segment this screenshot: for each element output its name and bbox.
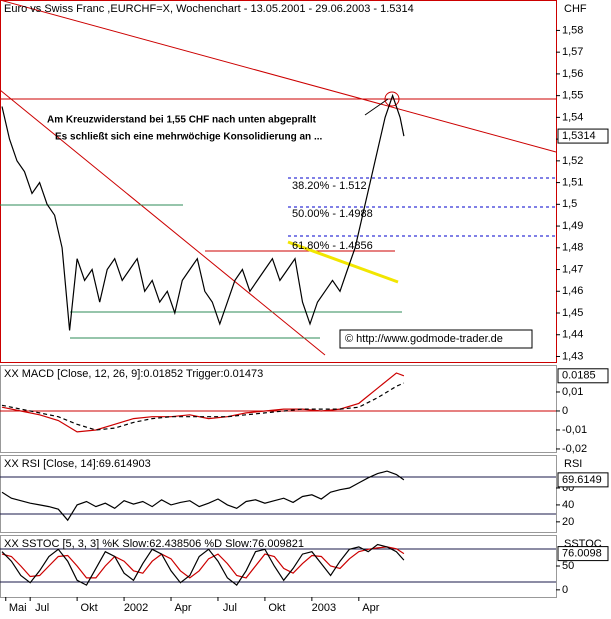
series-line: [1, 543, 405, 586]
current-value: 69.6149: [562, 474, 602, 486]
series-line: [1, 546, 405, 579]
y-tick-label: 0,01: [562, 386, 583, 398]
value-box: [557, 128, 609, 144]
annotation: 50.00% - 1.4988: [292, 208, 373, 220]
y-tick-label: 1,58: [562, 24, 583, 36]
trend-line: [0, 0, 557, 153]
x-tick-label: Apr: [174, 602, 191, 614]
y-tick-label: 1,45: [562, 307, 583, 319]
y-tick-label: 1,47: [562, 263, 583, 275]
annotation: Es schließt sich eine mehrwöchige Konsol…: [55, 132, 323, 143]
y-tick-label: 1,44: [562, 329, 583, 341]
highlight-circle: [384, 91, 400, 107]
current-value: 1,5314: [562, 130, 596, 142]
x-tick-label: Jul: [35, 602, 49, 614]
x-tick-label: 2003: [312, 602, 336, 614]
x-tick-label: 2002: [124, 602, 148, 614]
series-line: [1, 382, 405, 431]
y-tick-label: 1,56: [562, 68, 583, 80]
panel-title: XX MACD [Close, 12, 26, 9]:0.01852 Trigg…: [4, 368, 263, 380]
current-value: 76.0098: [562, 548, 602, 560]
y-tick-label: 1,46: [562, 285, 583, 297]
y-tick-label: 1,51: [562, 176, 583, 188]
x-tick-label: Okt: [268, 602, 285, 614]
y-tick-label: 1,55: [562, 90, 583, 102]
trend-line: [0, 89, 326, 356]
current-value: 0.0185: [562, 370, 596, 382]
annotation: © http://www.godmode-trader.de: [345, 333, 503, 345]
y-tick-label: 50: [562, 560, 574, 572]
x-tick-label: Apr: [362, 602, 379, 614]
x-tick-label: Mai: [9, 602, 27, 614]
value-box: [557, 546, 609, 562]
main-frame: [0, 0, 557, 363]
x-tick-label: Okt: [81, 602, 98, 614]
y-tick-label: 20: [562, 516, 574, 528]
y-tick-label: 0: [562, 584, 568, 596]
x-tick-label: Jul: [223, 602, 237, 614]
y-tick-label: 1,48: [562, 242, 583, 254]
panel-title: Euro vs Swiss Franc ,EURCHF=X, Wochencha…: [4, 3, 414, 15]
value-box: [557, 472, 609, 488]
macd-frame: [0, 365, 557, 453]
axis-label: RSI: [564, 458, 582, 470]
highlight-line: [287, 240, 399, 284]
axis-label: CHF: [564, 3, 587, 15]
series-line: [1, 470, 405, 522]
y-tick-label: -0,01: [562, 424, 587, 436]
panel-title: XX RSI [Close, 14]:69.614903: [4, 458, 151, 470]
y-tick-label: 1,43: [562, 350, 583, 362]
series-line: [1, 372, 405, 433]
y-tick-label: -0,02: [562, 443, 587, 455]
annotation: Am Kreuzwiderstand bei 1,55 CHF nach unt…: [47, 115, 317, 126]
value-box: [557, 368, 609, 384]
rsi-frame: [0, 455, 557, 533]
annotation: 38.20% - 1.512: [292, 180, 367, 192]
y-tick-label: 1,49: [562, 220, 583, 232]
y-tick-label: 1,52: [562, 155, 583, 167]
y-tick-label: 1,57: [562, 46, 583, 58]
series-line: [1, 93, 405, 331]
y-tick-label: 0: [562, 405, 568, 417]
annotation: 61.80% - 1.4856: [292, 240, 373, 252]
y-tick-label: 1,5: [562, 198, 577, 210]
y-tick-label: 40: [562, 499, 574, 511]
pointer-line: [364, 98, 389, 116]
y-tick-label: 1,54: [562, 111, 583, 123]
copyright-box: [339, 329, 533, 349]
panel-title: XX SSTOC [5, 3, 3] %K Slow:62.438506 %D …: [4, 538, 304, 550]
